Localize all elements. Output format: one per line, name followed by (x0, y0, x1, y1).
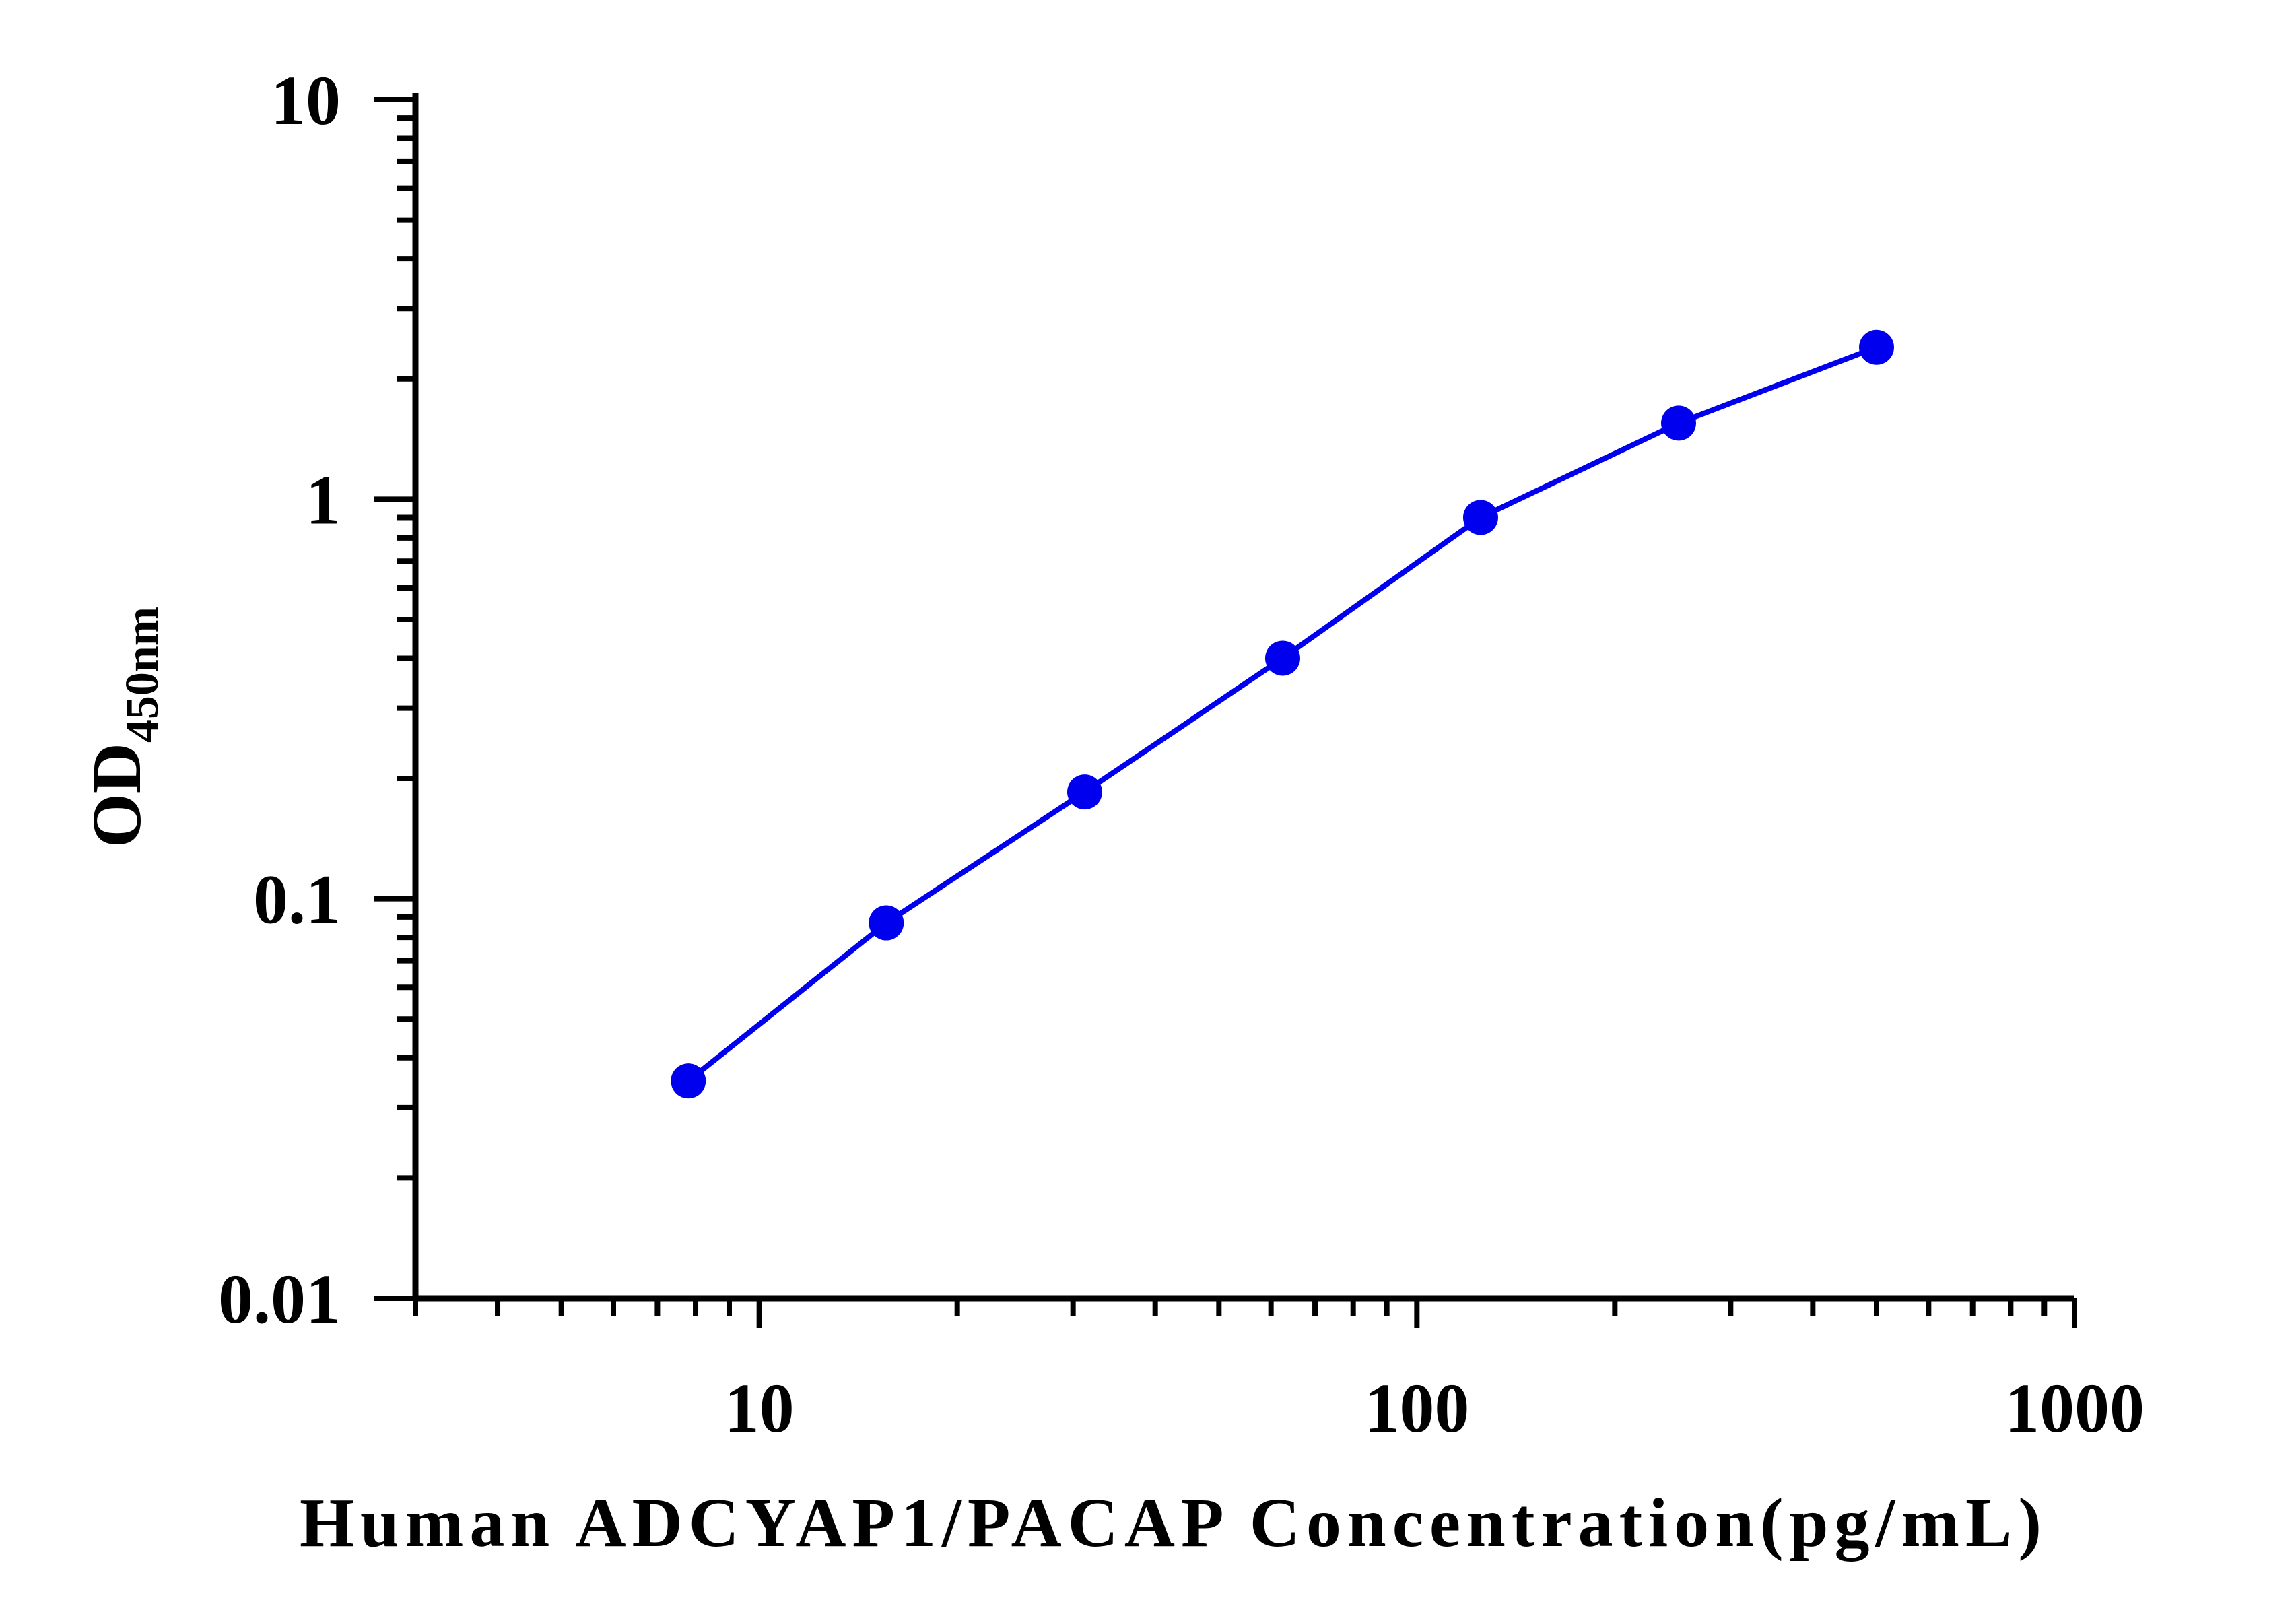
x-axis-title: Human ADCYAP1/PACAP Concentration(pg/mL) (300, 1484, 2048, 1562)
data-point (1660, 405, 1696, 441)
axes (412, 93, 2074, 1302)
y-axis-title-main: OD (78, 743, 156, 848)
y-tick-label: 0.1 (253, 861, 341, 939)
y-tick-label: 10 (271, 62, 341, 139)
y-ticks (374, 97, 415, 1301)
x-tick-labels: 10 100 1000 (724, 1370, 2145, 1447)
data-point (1858, 329, 1894, 365)
y-tick-label: 0.01 (218, 1261, 341, 1338)
data-point (671, 1063, 706, 1099)
data-point (1067, 774, 1102, 810)
x-tick-label: 100 (1364, 1370, 1469, 1447)
x-ticks (413, 1298, 2077, 1328)
x-tick-label: 10 (724, 1370, 795, 1447)
y-tick-label: 1 (306, 461, 341, 539)
data-point (869, 905, 904, 941)
y-axis-title: OD450nm (78, 607, 168, 848)
data-point (1462, 500, 1498, 535)
x-tick-label: 1000 (2004, 1370, 2145, 1447)
y-tick-labels: 0.01 0.1 1 10 (218, 62, 341, 1338)
series-layer (671, 329, 1894, 1099)
y-axis-title-subscript: 450nm (116, 607, 168, 743)
series-line (686, 344, 1878, 1083)
data-point (1264, 640, 1300, 676)
